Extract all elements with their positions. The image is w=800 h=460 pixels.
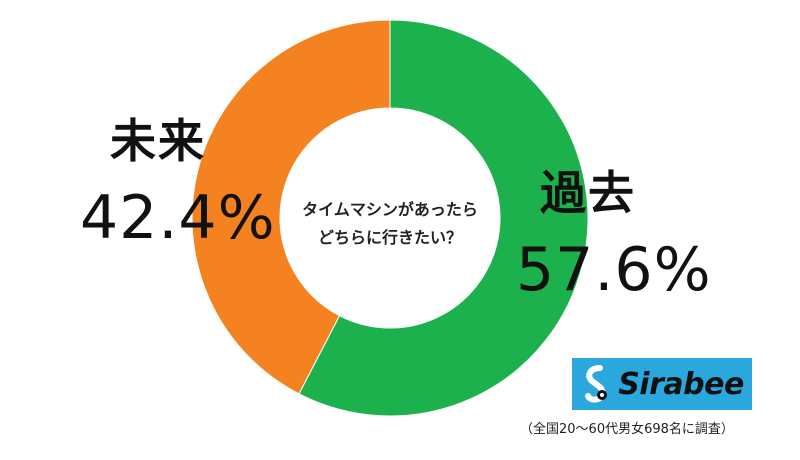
future-percent-label: 42.4%: [80, 183, 276, 253]
sirabee-logo: Sirabee: [572, 358, 752, 410]
donut-slices: [191, 19, 589, 417]
center-question-line-1: タイムマシンがあったら: [302, 200, 478, 219]
sirabee-logo-text: Sirabee: [618, 366, 744, 402]
past-category-label: 過去: [540, 166, 636, 220]
future-category-label: 未来: [110, 114, 206, 168]
sirabee-logo-mark-icon: [585, 365, 608, 403]
donut-slice-future: [191, 19, 391, 395]
donut-slice-past: [298, 19, 589, 417]
survey-footnote: （全国20〜60代男女698名に調査）: [520, 422, 734, 437]
center-question-line-2: どちらに行きたい？: [317, 228, 462, 247]
center-question: タイムマシンがあったら どちらに行きたい？: [290, 196, 490, 252]
past-percent-label: 57.6%: [516, 235, 712, 305]
